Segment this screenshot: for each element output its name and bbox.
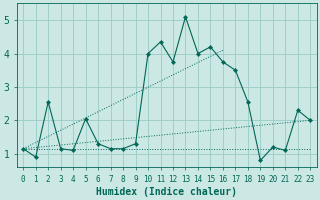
X-axis label: Humidex (Indice chaleur): Humidex (Indice chaleur) [96,186,237,197]
